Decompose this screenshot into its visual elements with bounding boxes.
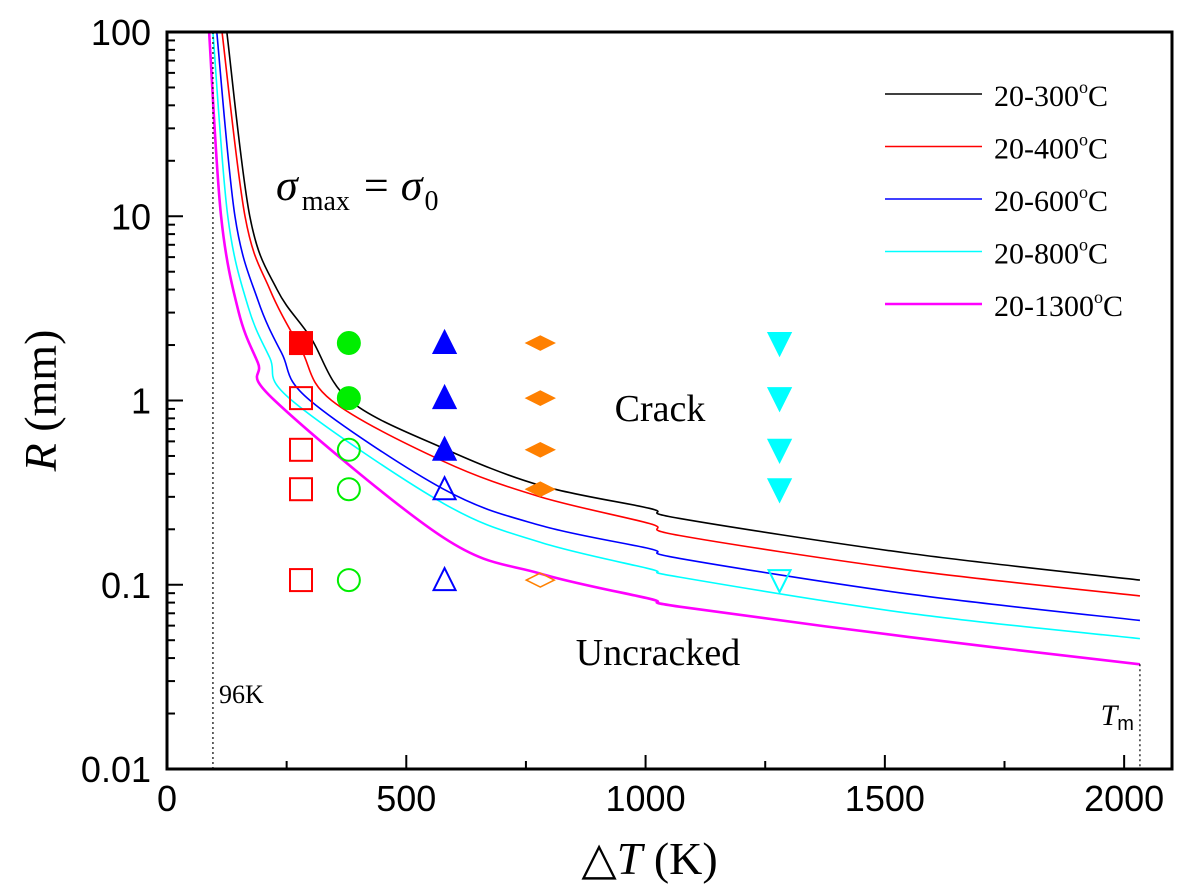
- tick-labels-layer: 0 500 1000 1500 2000 100 10 1 0.1 0.01: [81, 12, 1164, 819]
- marker-circle-1: [336, 386, 361, 411]
- marker-square-2: [289, 437, 313, 462]
- marker-circle-0: [336, 331, 361, 356]
- curves-layer: [207, 32, 1141, 666]
- legend-label-range: 20-800: [994, 238, 1079, 271]
- legend-item: 20-400oC: [885, 130, 1108, 166]
- y-tick-label: 100: [91, 12, 151, 53]
- series-line-20-300: [226, 32, 1141, 581]
- series-line-20-400: [221, 32, 1141, 597]
- marker-diamond-2: [524, 441, 556, 458]
- marker-square-0: [289, 331, 313, 356]
- x-axis-title-prefix: △: [581, 833, 617, 884]
- eq-rhs-sub: 0: [424, 186, 438, 217]
- legend-label-range: 20-1300: [994, 290, 1094, 323]
- legend-label-unit: C: [1088, 238, 1108, 271]
- tm-var: T: [1101, 699, 1120, 732]
- marker-triangle-down-3: [766, 478, 793, 504]
- y-tick-label: 0.1: [101, 565, 151, 606]
- legend-item: 20-300oC: [885, 77, 1108, 113]
- y-axis-title: R (mm): [15, 330, 66, 473]
- equation-annotation: σ max = σ0: [276, 161, 438, 217]
- tm-sub: m: [1117, 713, 1134, 735]
- legend-label-unit: C: [1088, 133, 1108, 166]
- marker-diamond-1: [524, 390, 556, 406]
- marker-circle-2: [336, 437, 361, 462]
- ref-line-tm-label: Tm: [1101, 699, 1134, 735]
- legend-label-unit: C: [1088, 185, 1108, 218]
- x-tick-label: 1500: [845, 778, 925, 819]
- legend-label: 20-1300oC: [994, 287, 1123, 323]
- marker-diamond-3: [524, 481, 556, 498]
- markers-layer: [289, 328, 793, 595]
- uncracked-region-label: Uncracked: [576, 632, 741, 674]
- marker-diamond-4: [524, 572, 556, 588]
- legend-item: 20-1300oC: [885, 287, 1123, 323]
- legend-label: 20-600oC: [994, 182, 1108, 218]
- legend-item: 20-800oC: [885, 235, 1108, 271]
- y-axis-title-var: R: [15, 443, 66, 472]
- legend-label: 20-400oC: [994, 130, 1108, 166]
- x-axis-title-var: T: [617, 833, 646, 884]
- marker-circle-3: [336, 477, 361, 502]
- series-line-20-600: [215, 32, 1141, 622]
- x-tick-label: 2000: [1084, 778, 1164, 819]
- marker-square-4: [289, 568, 313, 593]
- y-tick-label: 0.01: [81, 749, 151, 790]
- eq-op: =: [364, 161, 389, 210]
- legend-label-range: 20-600: [994, 185, 1079, 218]
- x-tick-label: 0: [157, 778, 177, 819]
- eq-lhs-sub: max: [302, 186, 350, 217]
- legend: 20-300oC20-400oC20-600oC20-800oC20-1300o…: [885, 77, 1123, 323]
- marker-triangle-down-4: [766, 569, 793, 595]
- legend-label-unit: C: [1103, 290, 1123, 323]
- x-axis-title: △T (K): [581, 833, 717, 884]
- legend-label: 20-300oC: [994, 77, 1108, 113]
- degree-symbol: o: [1079, 77, 1088, 97]
- degree-symbol: o: [1079, 182, 1088, 202]
- x-axis-title-unit: (K): [642, 833, 717, 884]
- y-axis-title-unit: (mm): [15, 330, 66, 444]
- series-line-20-800: [212, 32, 1141, 640]
- degree-symbol: o: [1079, 130, 1088, 150]
- marker-square-3: [289, 477, 313, 502]
- legend-label-range: 20-300: [994, 80, 1079, 113]
- marker-triangle-down-1: [766, 387, 793, 413]
- legend-label-unit: C: [1088, 80, 1108, 113]
- marker-triangle-up-0: [431, 328, 458, 355]
- marker-triangle-up-2: [431, 435, 458, 461]
- marker-square-1: [289, 386, 313, 411]
- marker-diamond-0: [524, 335, 556, 351]
- marker-triangle-down-0: [766, 332, 793, 358]
- y-tick-label: 10: [111, 196, 151, 237]
- marker-triangle-up-1: [431, 383, 458, 410]
- x-tick-label: 1000: [606, 778, 686, 819]
- marker-triangle-down-2: [766, 438, 793, 465]
- marker-triangle-up-3: [431, 474, 458, 501]
- marker-triangle-up-4: [431, 565, 458, 592]
- legend-label: 20-800oC: [994, 235, 1108, 271]
- legend-label-range: 20-400: [994, 133, 1079, 166]
- eq-lhs-var: σ: [276, 161, 300, 210]
- y-tick-label: 1: [131, 381, 151, 422]
- marker-circle-4: [336, 568, 361, 593]
- series-line-20-1300: [207, 32, 1141, 666]
- degree-symbol: o: [1079, 235, 1088, 255]
- legend-item: 20-600oC: [885, 182, 1108, 218]
- eq-rhs-var: σ: [401, 161, 425, 210]
- degree-symbol: o: [1094, 287, 1103, 307]
- axis-ticks-layer: [166, 31, 1126, 769]
- ref-line-96k-label: 96K: [219, 680, 264, 709]
- crack-region-label: Crack: [615, 388, 706, 430]
- x-tick-label: 500: [376, 778, 436, 819]
